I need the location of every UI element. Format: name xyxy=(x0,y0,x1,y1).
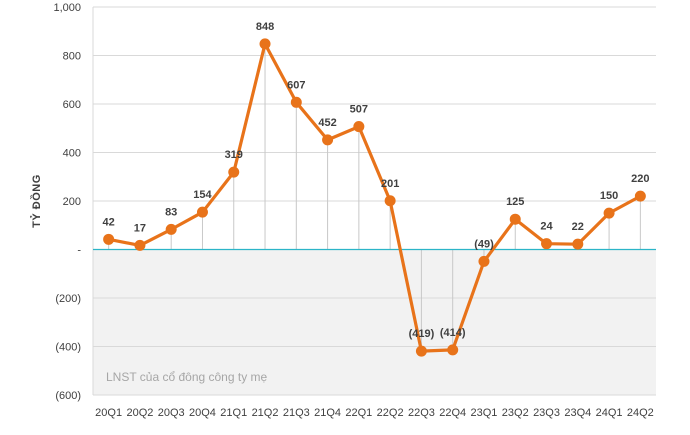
x-tick-label: 22Q3 xyxy=(408,407,435,419)
y-tick-label: (600) xyxy=(55,390,81,402)
data-label: 125 xyxy=(506,196,524,208)
data-label: 507 xyxy=(350,104,368,116)
data-label: 42 xyxy=(103,216,115,228)
data-label: (414) xyxy=(440,327,466,339)
data-point xyxy=(353,121,365,133)
y-tick-label: 600 xyxy=(63,99,81,111)
data-label: 452 xyxy=(318,117,336,129)
data-label: (49) xyxy=(474,238,494,250)
data-point xyxy=(384,195,396,207)
x-tick-label: 22Q1 xyxy=(345,407,372,419)
data-point xyxy=(290,96,302,108)
x-tick-label: 20Q3 xyxy=(158,407,185,419)
data-label: 150 xyxy=(600,190,618,202)
data-label: 848 xyxy=(256,21,274,33)
data-label: 22 xyxy=(572,221,584,233)
data-point xyxy=(478,255,490,267)
data-label: 201 xyxy=(381,178,399,190)
x-tick-label: 21Q1 xyxy=(220,407,247,419)
data-point xyxy=(322,134,334,146)
data-point xyxy=(572,238,584,250)
data-point xyxy=(447,344,459,356)
y-tick-label: 1,000 xyxy=(53,2,81,14)
x-tick-label: 20Q2 xyxy=(126,407,153,419)
data-label: 220 xyxy=(631,173,649,185)
data-point xyxy=(103,233,115,245)
x-tick-label: 24Q1 xyxy=(596,407,623,419)
data-label: 83 xyxy=(165,206,177,218)
data-label: 24 xyxy=(540,221,553,233)
x-tick-label: 21Q2 xyxy=(252,407,279,419)
data-point xyxy=(196,206,208,218)
data-label: 319 xyxy=(225,149,243,161)
data-point xyxy=(603,207,615,219)
data-point xyxy=(634,190,646,202)
y-tick-label: 200 xyxy=(63,196,81,208)
y-tick-label: 800 xyxy=(63,51,81,63)
data-label: 607 xyxy=(287,79,305,91)
x-tick-label: 23Q4 xyxy=(564,407,591,419)
x-tick-label: 22Q4 xyxy=(439,407,466,419)
x-tick-label: 20Q4 xyxy=(189,407,216,419)
y-axis-title: TỶ ĐỒNG xyxy=(30,174,43,228)
data-point xyxy=(509,213,521,225)
data-point xyxy=(228,166,240,178)
negative-region-background xyxy=(93,249,656,395)
data-point xyxy=(259,38,271,50)
data-point xyxy=(541,238,553,250)
data-label: 17 xyxy=(134,222,146,234)
data-point xyxy=(134,239,146,251)
data-point xyxy=(415,345,427,357)
x-tick-label: 23Q3 xyxy=(533,407,560,419)
x-tick-label: 23Q2 xyxy=(502,407,529,419)
series-annotation: LNST của cổ đông công ty mẹ xyxy=(106,370,268,384)
x-tick-label: 20Q1 xyxy=(95,407,122,419)
data-label: 154 xyxy=(193,189,212,201)
data-point xyxy=(165,223,177,235)
x-tick-label: 22Q2 xyxy=(377,407,404,419)
y-tick-label: 400 xyxy=(63,148,81,160)
y-tick-label: (200) xyxy=(55,293,81,305)
x-tick-label: 21Q3 xyxy=(283,407,310,419)
y-tick-label: (400) xyxy=(55,342,81,354)
y-tick-label: - xyxy=(77,245,81,257)
x-tick-label: 24Q2 xyxy=(627,407,654,419)
data-label: (419) xyxy=(409,328,435,340)
x-tick-label: 23Q1 xyxy=(471,407,498,419)
x-tick-label: 21Q4 xyxy=(314,407,341,419)
